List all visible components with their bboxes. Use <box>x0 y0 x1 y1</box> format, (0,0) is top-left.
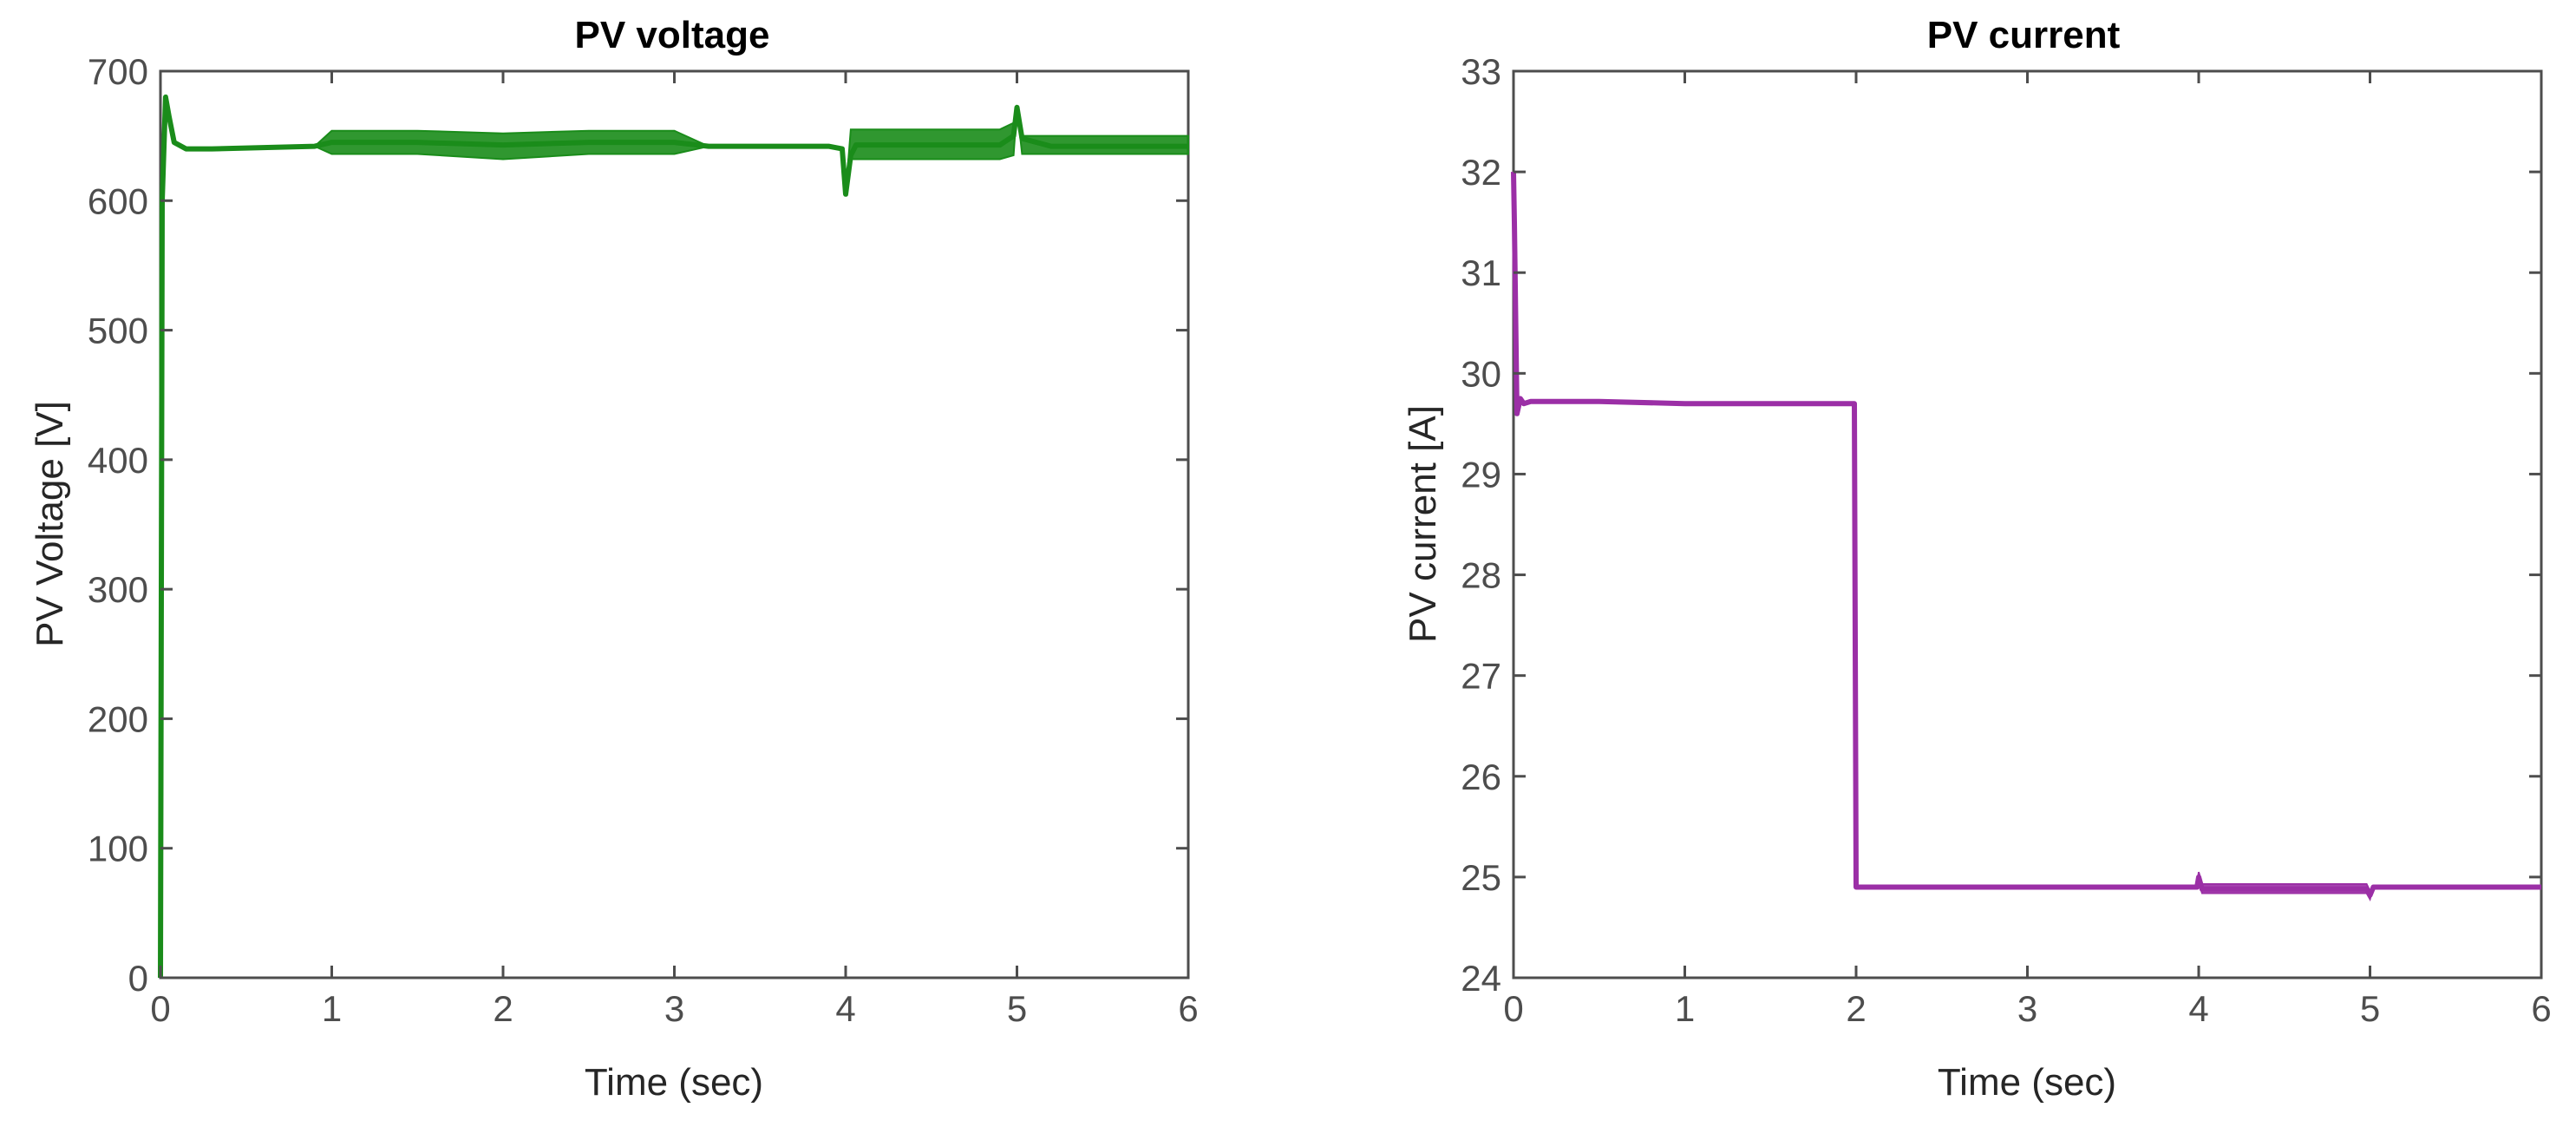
x-tick-label: 6 <box>2531 988 2551 1029</box>
y-tick-label: 27 <box>1461 656 1501 697</box>
y-tick-label: 29 <box>1461 454 1501 495</box>
series-layer <box>1511 172 2541 901</box>
pv-current-chart: PV current 0 1 2 3 4 5 6 24 25 26 27 28 29 30 31 32 33 T… <box>1402 14 2552 1104</box>
x-tick-label: 1 <box>322 988 342 1029</box>
tick-layer: 0 1 2 3 4 5 6 24 25 26 27 28 29 30 31 32 33 <box>1461 51 2551 1029</box>
x-tick-label: 4 <box>2188 988 2208 1029</box>
x-tick-label: 5 <box>2360 988 2380 1029</box>
y-tick-label: 600 <box>88 180 148 221</box>
pv-voltage-chart: PV voltage 0 1 2 3 4 5 6 0 100 200 300 400 500 600 700… <box>29 14 1199 1104</box>
y-tick-label: 24 <box>1461 958 1501 999</box>
x-axis-label: Time (sec) <box>1938 1061 2116 1104</box>
x-tick-label: 1 <box>1675 988 1695 1029</box>
y-axis-label: PV Voltage [V] <box>29 401 71 647</box>
chart-title: PV current <box>1927 14 2121 56</box>
series-line <box>1511 172 2541 898</box>
x-tick-label: 2 <box>1846 988 1866 1029</box>
series-line <box>158 94 1188 979</box>
y-tick-label: 0 <box>128 958 148 999</box>
y-tick-label: 200 <box>88 698 148 739</box>
x-tick-label: 4 <box>835 988 855 1029</box>
x-tick-label: 2 <box>493 988 513 1029</box>
x-tick-label: 3 <box>2017 988 2037 1029</box>
x-tick-label: 0 <box>150 988 170 1029</box>
y-tick-label: 25 <box>1461 857 1501 898</box>
y-tick-label: 300 <box>88 569 148 610</box>
chart-title: PV voltage <box>575 14 770 56</box>
x-tick-label: 5 <box>1007 988 1027 1029</box>
y-tick-label: 500 <box>88 311 148 351</box>
y-axis-label: PV current [A] <box>1402 405 1444 643</box>
x-tick-label: 0 <box>1503 988 1523 1029</box>
x-tick-label: 6 <box>1178 988 1198 1029</box>
y-tick-label: 32 <box>1461 152 1501 193</box>
y-tick-label: 700 <box>88 51 148 92</box>
y-tick-label: 100 <box>88 829 148 869</box>
y-tick-label: 30 <box>1461 353 1501 394</box>
x-tick-label: 3 <box>664 988 684 1029</box>
y-tick-label: 31 <box>1461 252 1501 293</box>
y-tick-label: 400 <box>88 440 148 481</box>
y-tick-label: 28 <box>1461 555 1501 596</box>
y-tick-label: 26 <box>1461 757 1501 797</box>
x-axis-label: Time (sec) <box>585 1061 763 1104</box>
y-tick-label: 33 <box>1461 51 1501 92</box>
series-layer <box>158 94 1189 979</box>
tick-layer: 0 1 2 3 4 5 6 0 100 200 300 400 500 600 700 <box>88 51 1199 1029</box>
